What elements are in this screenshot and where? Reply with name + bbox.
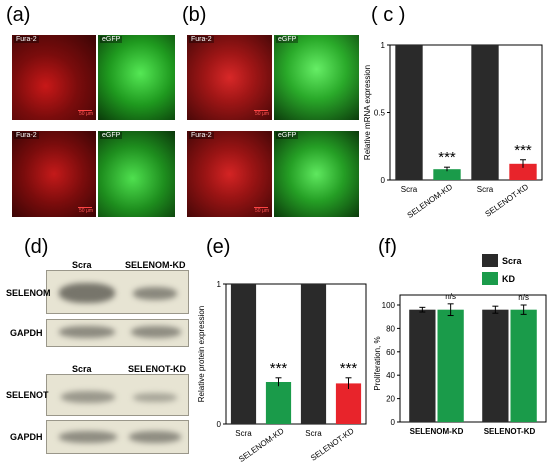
bar bbox=[433, 169, 461, 180]
significance-label: *** bbox=[340, 360, 358, 377]
bar bbox=[409, 309, 436, 422]
plot-frame bbox=[225, 283, 367, 425]
plot-frame bbox=[399, 294, 547, 423]
scale-label: 50 μm bbox=[79, 208, 93, 214]
micrograph-b-egfp-bottom: eGFP bbox=[274, 131, 359, 217]
legend-label: KD bbox=[502, 274, 515, 284]
micrograph-a-egfp-bottom: eGFP bbox=[98, 131, 175, 217]
scale-bar bbox=[254, 110, 268, 111]
fura2-label: Fura-2 bbox=[189, 132, 214, 139]
blot-row-gapdh-bottom: GAPDH bbox=[10, 432, 43, 442]
micrograph-b-egfp-top: eGFP bbox=[274, 35, 359, 120]
blot-selenot bbox=[46, 374, 189, 416]
legend-label: Scra bbox=[502, 256, 523, 266]
x-tick-label: SELENOM-KD bbox=[410, 427, 464, 436]
fura2-label: Fura-2 bbox=[14, 132, 39, 139]
y-tick-label: 40 bbox=[386, 371, 395, 380]
blot-row-selenot: SELENOT bbox=[6, 390, 49, 400]
panel-letter-d: (d) bbox=[24, 236, 49, 258]
bar bbox=[230, 284, 257, 424]
blot-band bbox=[133, 393, 177, 402]
x-tick-label: Scra bbox=[477, 185, 494, 194]
y-tick-label: 80 bbox=[386, 324, 395, 333]
blot-gapdh-top bbox=[46, 319, 189, 347]
blot-top-header-scra: Scra bbox=[72, 260, 92, 270]
egfp-label: eGFP bbox=[100, 132, 123, 139]
y-tick-label: 0.5 bbox=[374, 109, 386, 118]
y-tick-label: 1 bbox=[217, 280, 222, 289]
significance-label: *** bbox=[438, 149, 456, 166]
legend-swatch bbox=[482, 272, 498, 285]
bar bbox=[395, 45, 423, 180]
bar bbox=[437, 309, 464, 422]
fura2-label: Fura-2 bbox=[189, 36, 214, 43]
bar bbox=[265, 382, 292, 424]
significance-label: n/s bbox=[518, 293, 529, 302]
blot-band bbox=[61, 391, 115, 403]
y-tick-label: 1 bbox=[381, 41, 386, 50]
micrograph-b-fura2-top: Fura-2 50 μm bbox=[187, 35, 272, 120]
significance-label: n/s bbox=[445, 292, 456, 301]
bar bbox=[335, 383, 362, 424]
blot-row-gapdh-top: GAPDH bbox=[10, 328, 43, 338]
significance-label: *** bbox=[270, 360, 288, 377]
bar bbox=[471, 45, 499, 180]
y-axis-label: Relative mRNA expression bbox=[363, 65, 372, 160]
y-axis-label: Proliferation, % bbox=[373, 336, 382, 390]
scale-label: 50 μm bbox=[255, 111, 269, 117]
blot-band bbox=[59, 326, 115, 338]
y-axis-label: Relative protein expression bbox=[197, 306, 206, 403]
egfp-label: eGFP bbox=[100, 36, 123, 43]
x-tick-label: Scra bbox=[235, 429, 252, 438]
micrograph-a-fura2-bottom: Fura-2 50 μm bbox=[12, 131, 96, 217]
micrograph-a-fura2-top: Fura-2 50 μm bbox=[12, 35, 96, 120]
blot-band bbox=[59, 283, 115, 303]
scale-label: 50 μm bbox=[79, 111, 93, 117]
blot-selenom bbox=[46, 270, 189, 314]
blot-row-selenom: SELENOM bbox=[6, 288, 51, 298]
x-tick-label: Scra bbox=[401, 185, 418, 194]
fura2-label: Fura-2 bbox=[14, 36, 39, 43]
egfp-label: eGFP bbox=[276, 132, 299, 139]
significance-label: *** bbox=[514, 142, 532, 159]
blot-band bbox=[133, 287, 177, 300]
y-tick-label: 0 bbox=[391, 418, 396, 427]
y-tick-label: 0 bbox=[381, 176, 386, 185]
bar bbox=[482, 309, 509, 422]
y-tick-label: 20 bbox=[386, 395, 395, 404]
scale-bar bbox=[78, 207, 92, 208]
scale-bar bbox=[254, 207, 268, 208]
panel-letter-a: (a) bbox=[6, 4, 31, 26]
panel-letter-b: (b) bbox=[182, 4, 207, 26]
x-tick-label: SELENOT-KD bbox=[484, 427, 536, 436]
legend-swatch bbox=[482, 254, 498, 267]
egfp-label: eGFP bbox=[276, 36, 299, 43]
blot-bottom-header-scra: Scra bbox=[72, 364, 92, 374]
y-tick-label: 60 bbox=[386, 348, 395, 357]
bar bbox=[509, 163, 537, 180]
bar bbox=[510, 309, 537, 422]
micrograph-b-fura2-bottom: Fura-2 50 μm bbox=[187, 131, 272, 217]
blot-gapdh-bottom bbox=[46, 420, 189, 454]
panel-letter-c: ( c ) bbox=[371, 4, 406, 26]
panel-letter-e: (e) bbox=[206, 236, 231, 258]
x-tick-label: Scra bbox=[305, 429, 322, 438]
scale-bar bbox=[78, 110, 92, 111]
y-tick-label: 0 bbox=[217, 420, 222, 429]
blot-top-header-kd: SELENOM-KD bbox=[125, 260, 186, 270]
micrograph-a-egfp-top: eGFP bbox=[98, 35, 175, 120]
blot-band bbox=[131, 326, 181, 338]
y-tick-label: 100 bbox=[382, 301, 396, 310]
blot-band bbox=[59, 431, 117, 443]
scale-label: 50 μm bbox=[255, 208, 269, 214]
blot-band bbox=[129, 431, 181, 443]
bar bbox=[300, 284, 327, 424]
panel-letter-f: (f) bbox=[378, 236, 397, 258]
blot-bottom-header-kd: SELENOT-KD bbox=[128, 364, 187, 374]
